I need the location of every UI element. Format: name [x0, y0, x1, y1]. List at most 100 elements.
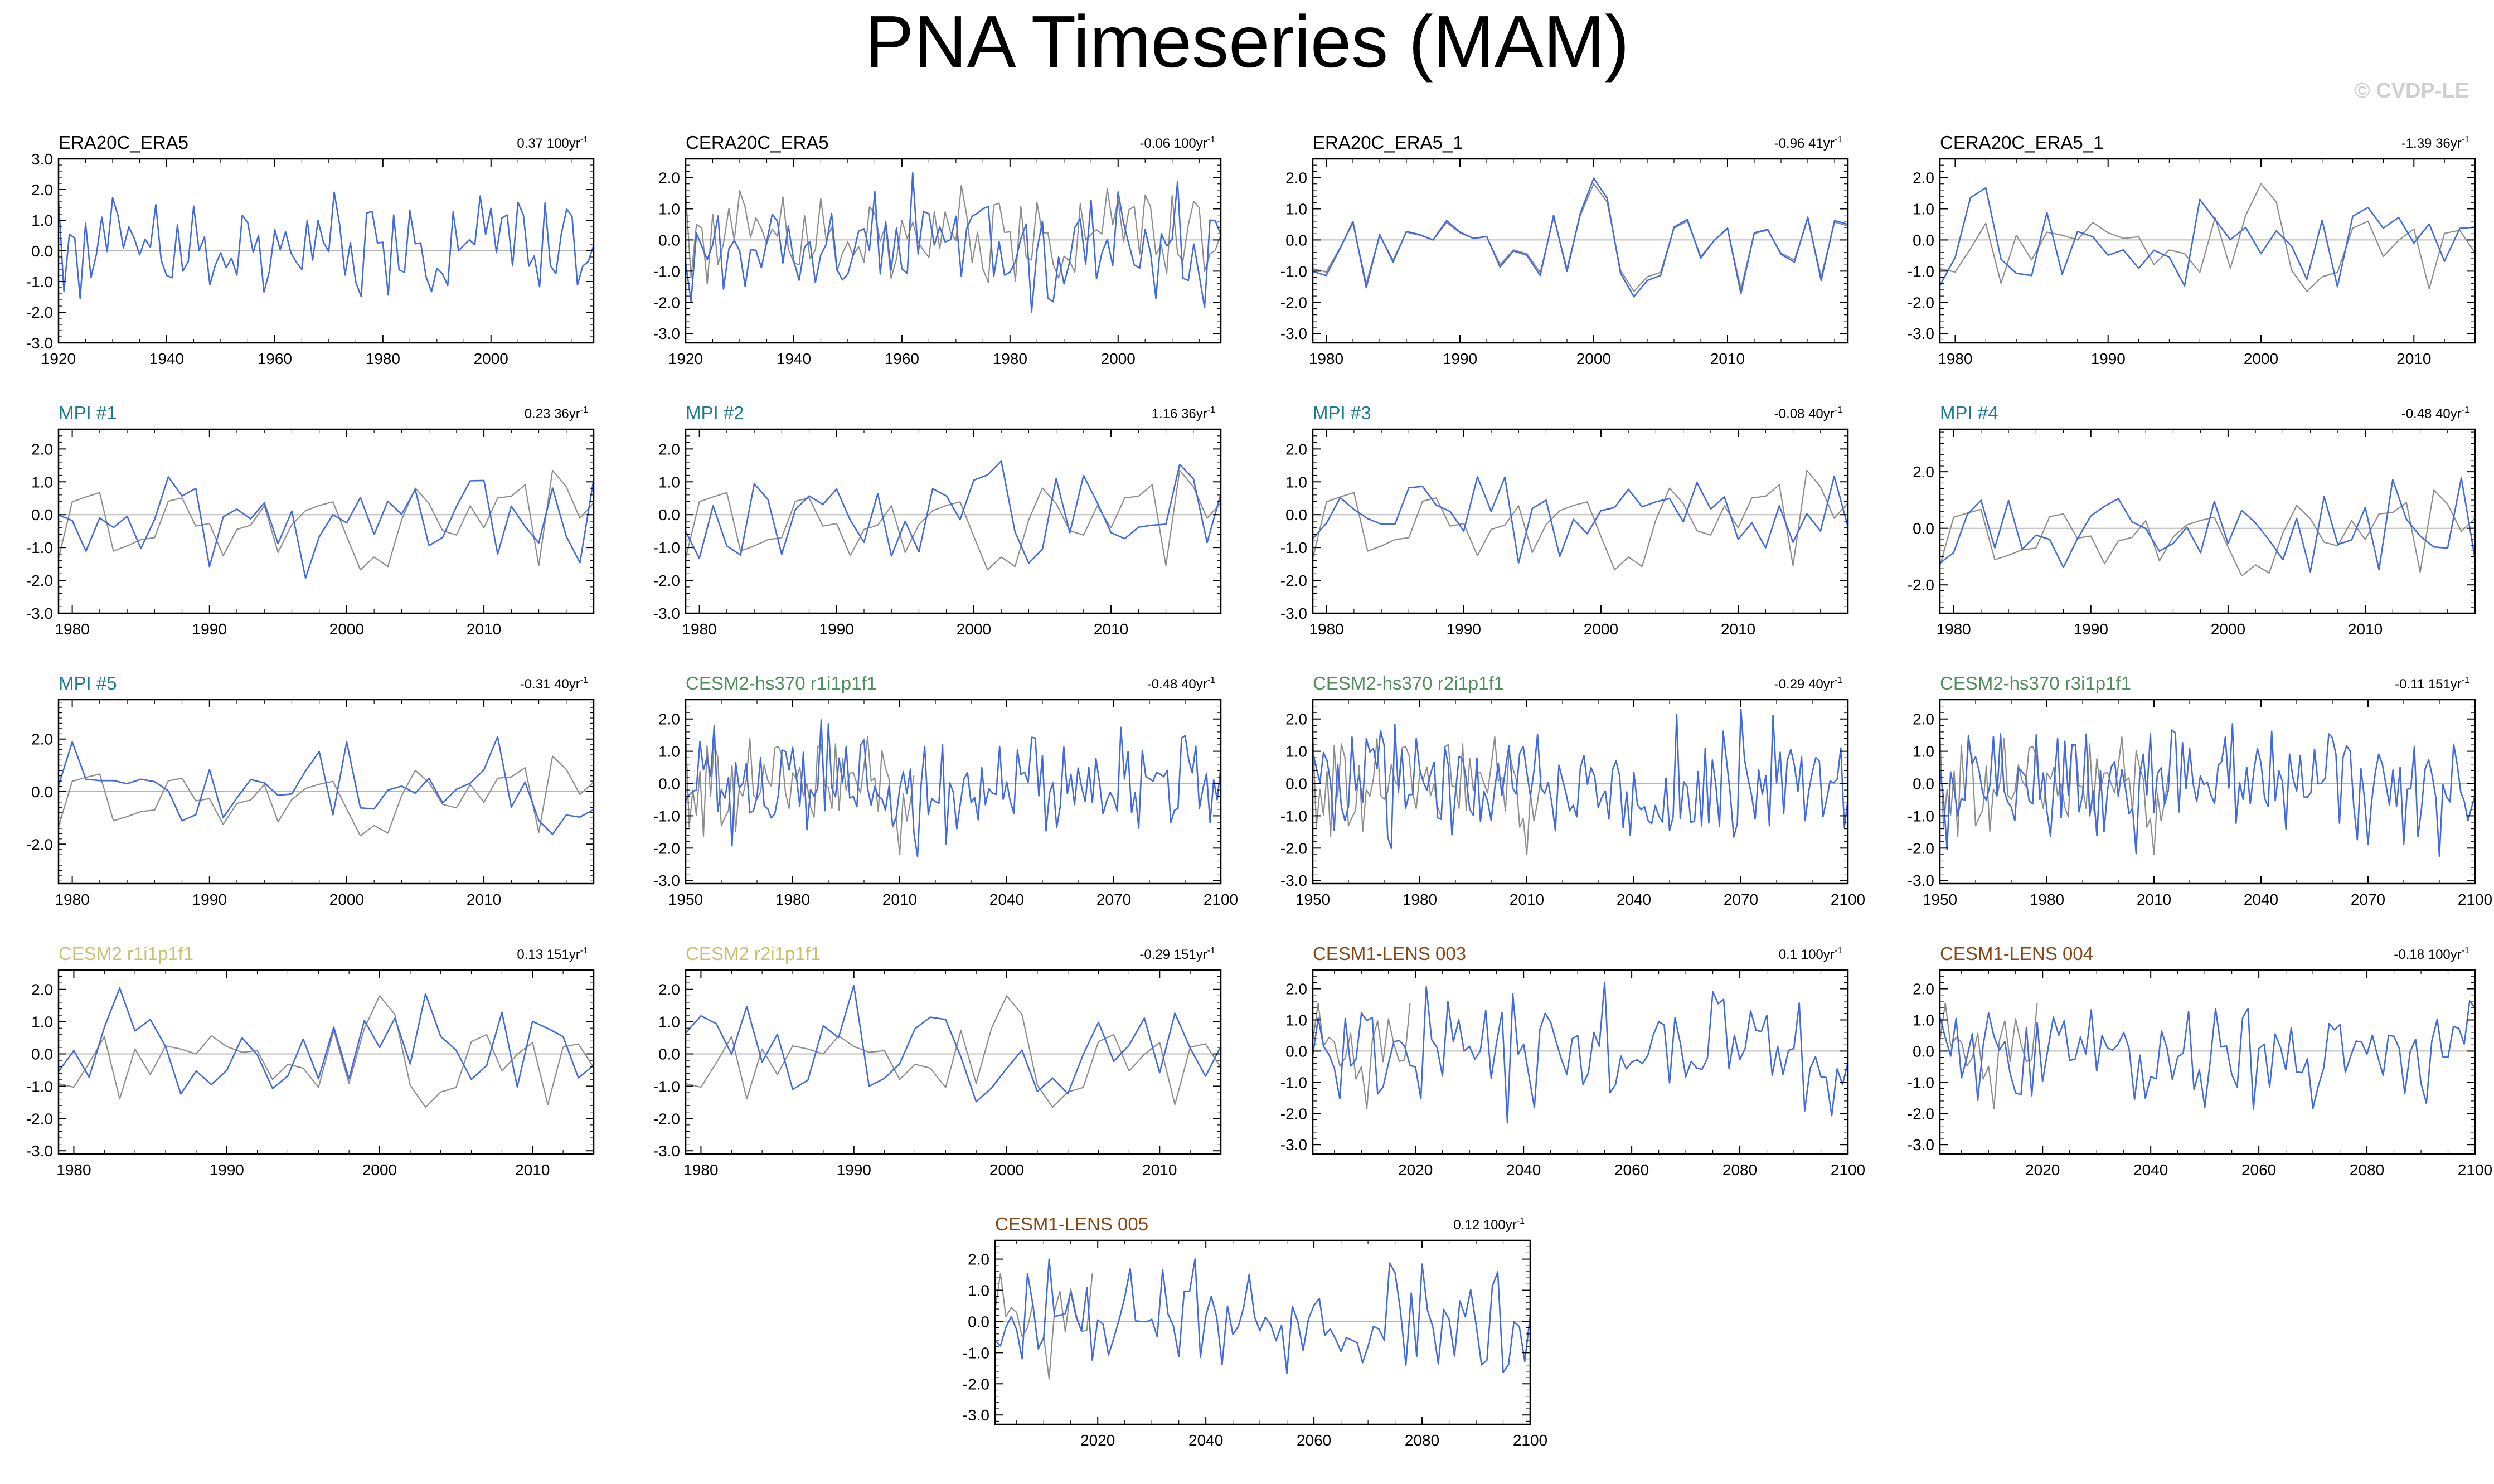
observed-series-line: [1939, 183, 2476, 292]
y-tick-label: 2.0: [1913, 711, 1934, 728]
x-tick-label: 2010: [1510, 891, 1544, 908]
plot-frame: [1939, 158, 2476, 344]
y-tick-label: 2.0: [1913, 463, 1934, 481]
x-tick-label: 2070: [1724, 891, 1758, 908]
y-tick-label: 1.0: [1913, 1011, 1934, 1029]
y-tick-label: 0.0: [1913, 775, 1934, 793]
trend-label: 0.12 100yr-1: [1453, 1216, 1525, 1233]
model-series-line: [1312, 177, 1848, 298]
plot-frame: [1939, 969, 2476, 1155]
y-tick-label: -3.0: [1280, 1136, 1307, 1153]
plot-frame: [1312, 969, 1849, 1155]
trend-label: -0.29 40yr-1: [1774, 676, 1842, 692]
trend-label: 0.37 100yr-1: [517, 135, 588, 151]
x-tick-label: 1990: [1443, 350, 1477, 367]
page-title: PNA Timeseries (MAM): [865, 1, 1629, 83]
y-tick-label: 0.0: [968, 1313, 989, 1330]
y-tick-label: 2.0: [1285, 981, 1307, 998]
y-tick-label: -2.0: [653, 572, 680, 589]
y-tick-label: -2.0: [1908, 1105, 1934, 1122]
y-tick-label: -3.0: [1280, 605, 1307, 622]
trend-superscript: -1: [580, 676, 588, 685]
x-tick-label: 2000: [957, 620, 991, 638]
x-tick-label: 2100: [1831, 891, 1865, 908]
model-series-line: [1939, 477, 2476, 573]
panel-title: MPI #1: [59, 402, 117, 423]
x-tick-label: 2000: [2244, 350, 2278, 367]
y-tick-label: -1.0: [963, 1344, 989, 1361]
x-tick-label: 2060: [2241, 1161, 2276, 1179]
y-tick-label: 1.0: [968, 1282, 989, 1299]
plot-frame: [1312, 158, 1849, 344]
model-series-line: [57, 736, 594, 835]
observed-series-line: [1312, 733, 1542, 856]
x-tick-label: 1980: [1936, 620, 1971, 638]
y-tick-label: 2.0: [1285, 711, 1307, 728]
y-tick-label: 1.0: [1285, 200, 1307, 217]
trend-superscript: -1: [1517, 1216, 1525, 1226]
trend-label: -0.29 151yr-1: [1139, 946, 1215, 962]
y-tick-label: 2.0: [968, 1251, 989, 1268]
y-tick-label: 2.0: [1285, 169, 1307, 187]
x-tick-label: 2100: [1204, 891, 1238, 908]
x-tick-label: 2000: [1576, 350, 1611, 367]
observed-series-line: [58, 995, 594, 1108]
x-tick-label: 2040: [1188, 1432, 1223, 1449]
observed-series-line: [1312, 469, 1848, 571]
plot-frame: [1312, 428, 1849, 614]
x-tick-label: 1980: [2030, 891, 2064, 908]
x-tick-label: 1960: [885, 350, 919, 367]
x-tick-label: 2080: [1722, 1161, 1757, 1179]
model-series-line: [57, 191, 595, 299]
trend-superscript: -1: [1207, 676, 1215, 685]
plot-frame: [57, 428, 595, 614]
y-tick-label: -3.0: [1908, 872, 1934, 889]
x-tick-label: 2040: [989, 891, 1024, 908]
trend-label: -0.06 100yr-1: [1139, 135, 1215, 151]
x-tick-label: 1990: [192, 891, 227, 908]
x-tick-label: 1980: [682, 620, 716, 638]
y-tick-label: 1.0: [31, 212, 53, 229]
chart-panel: MPI #4 -0.48 40yr-1 -2.0 0.0 2.0 1980 1990 2000…: [1908, 402, 2476, 638]
y-tick-label: -3.0: [653, 872, 680, 889]
x-tick-label: 1980: [1403, 891, 1437, 908]
model-series-line: [1939, 187, 2476, 288]
x-tick-label: 2010: [1142, 1161, 1177, 1179]
y-tick-label: 2.0: [1913, 981, 1934, 998]
model-series-line: [994, 1258, 1531, 1374]
x-tick-label: 1980: [56, 1161, 91, 1179]
panel-title: CESM1-LENS 005: [995, 1214, 1148, 1234]
x-tick-label: 1940: [777, 350, 811, 367]
x-tick-label: 1920: [668, 350, 703, 367]
chart-panel: MPI #2 1.16 36yr-1 -3.0 -2.0 -1.0 0.0 1.0 2.0 19…: [653, 402, 1222, 638]
x-tick-label: 2070: [2351, 891, 2385, 908]
x-tick-label: 2100: [2458, 1161, 2492, 1179]
x-tick-label: 2010: [515, 1161, 550, 1179]
trend-superscript: -1: [580, 135, 588, 144]
observed-series-line: [57, 469, 594, 571]
y-tick-label: 2.0: [31, 731, 53, 748]
x-tick-label: 2020: [1080, 1432, 1115, 1449]
observed-series-line: [57, 755, 594, 837]
x-tick-label: 1980: [1309, 350, 1343, 367]
trend-superscript: -1: [1207, 946, 1215, 956]
trend-superscript: -1: [2462, 946, 2469, 956]
y-tick-label: 0.0: [658, 775, 680, 793]
observed-series-line: [994, 1273, 1093, 1380]
chart-panel: CESM2-hs370 r1i1p1f1 -0.48 40yr-1 -3.0 -2.0…: [653, 673, 1238, 908]
y-tick-label: -2.0: [26, 304, 53, 321]
x-tick-label: 1950: [1295, 891, 1330, 908]
x-tick-label: 1990: [210, 1161, 244, 1179]
y-tick-label: -1.0: [653, 263, 680, 280]
y-tick-label: 1.0: [1913, 743, 1934, 760]
x-tick-label: 1990: [2074, 620, 2108, 638]
y-tick-label: 1.0: [1285, 1011, 1307, 1029]
x-tick-label: 2020: [1398, 1161, 1433, 1179]
y-tick-label: -3.0: [1280, 872, 1307, 889]
trend-superscript: -1: [1207, 135, 1215, 144]
trend-superscript: -1: [1835, 676, 1842, 685]
x-tick-label: 2060: [1614, 1161, 1649, 1179]
y-tick-label: -2.0: [1908, 294, 1934, 311]
y-tick-label: -3.0: [653, 325, 680, 342]
x-tick-label: 2100: [1831, 1161, 1865, 1179]
